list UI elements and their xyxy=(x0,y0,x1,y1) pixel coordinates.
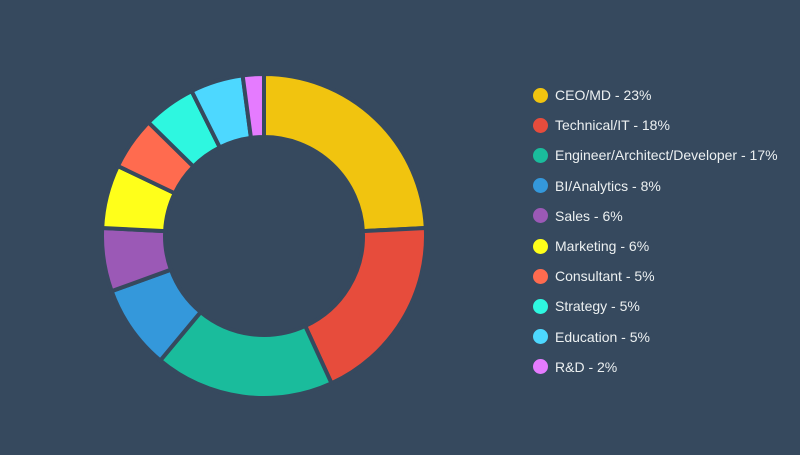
legend-label: CEO/MD - 23% xyxy=(555,87,652,104)
legend-swatch xyxy=(533,87,548,103)
legend-item: Marketing - 6% xyxy=(533,231,778,261)
legend-item: Consultant - 5% xyxy=(533,261,778,291)
legend-item: BI/Analytics - 8% xyxy=(533,171,778,201)
legend-label: Technical/IT - 18% xyxy=(555,117,670,134)
legend-item: R&D - 2% xyxy=(533,352,778,382)
legend-item: Strategy - 5% xyxy=(533,291,778,321)
legend-swatch xyxy=(533,238,548,254)
legend-swatch xyxy=(533,298,548,314)
legend-label: Engineer/Architect/Developer - 17% xyxy=(555,147,778,164)
donut-slice-ceo-md xyxy=(262,71,428,234)
legend-label: Sales - 6% xyxy=(555,207,623,224)
legend-label: Marketing - 6% xyxy=(555,238,650,255)
legend-label: BI/Analytics - 8% xyxy=(555,177,661,194)
legend-swatch xyxy=(533,117,548,133)
legend-swatch xyxy=(533,147,548,163)
legend-swatch xyxy=(533,268,548,284)
legend-item: CEO/MD - 23% xyxy=(533,80,778,110)
legend-label: R&D - 2% xyxy=(555,358,618,375)
legend-label: Strategy - 5% xyxy=(555,298,640,315)
legend-swatch xyxy=(533,208,548,224)
legend-item: Engineer/Architect/Developer - 17% xyxy=(533,140,778,170)
donut-slice-technical-it xyxy=(302,225,428,386)
legend-item: Sales - 6% xyxy=(533,201,778,231)
legend-label: Consultant - 5% xyxy=(555,268,655,285)
donut-slice-r-d xyxy=(240,71,266,141)
legend-label: Education - 5% xyxy=(555,328,650,345)
legend-swatch xyxy=(533,178,548,194)
chart-legend: CEO/MD - 23% Technical/IT - 18% Engineer/A… xyxy=(533,80,778,382)
legend-item: Technical/IT - 18% xyxy=(533,110,778,140)
legend-swatch xyxy=(533,359,548,375)
legend-item: Education - 5% xyxy=(533,322,778,352)
legend-swatch xyxy=(533,329,548,345)
